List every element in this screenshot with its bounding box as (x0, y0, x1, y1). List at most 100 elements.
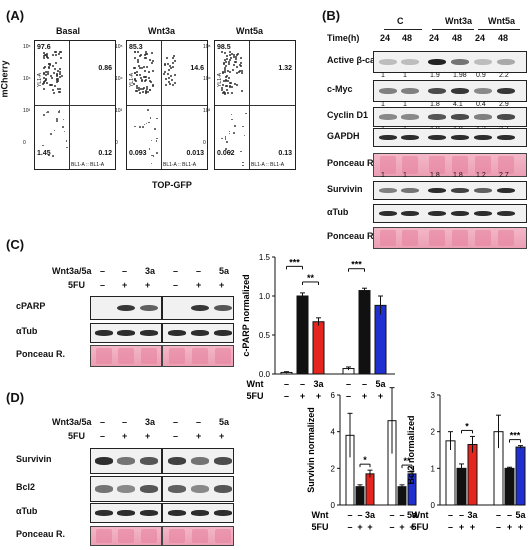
flow-event (51, 89, 54, 92)
blot-band (140, 457, 158, 465)
condition-label-5fu: 5FU (411, 522, 428, 532)
flow-event (170, 66, 173, 69)
flow-event (230, 56, 233, 59)
flow-event (58, 73, 61, 76)
ponceau-lane (118, 529, 134, 543)
flow-event (54, 51, 57, 54)
blot-band (474, 210, 492, 217)
flow-plot: 85.3 14.6 0.093 0.013 BL1-A :: BL1-A YL1-A (126, 40, 208, 170)
flow-event (141, 79, 144, 82)
treatment-value: 3a (145, 417, 156, 427)
ponceau-stain (90, 526, 162, 546)
flow-axis-x-caption: BL1-A :: BL1-A (71, 162, 105, 168)
flow-event (140, 54, 143, 57)
flow-event (140, 66, 143, 69)
condition-value: – (300, 379, 305, 389)
band-quantification: 0.9 (476, 72, 486, 79)
flow-event (235, 66, 238, 69)
blot-band (428, 114, 446, 120)
flow-event (240, 56, 243, 59)
flow-event (55, 79, 58, 82)
blot-band (451, 114, 469, 120)
treatment-value: 3a (145, 266, 156, 276)
flow-event (229, 51, 232, 54)
flow-event (165, 84, 168, 87)
flow-event (240, 71, 243, 74)
flow-axis-x-caption: BL1-A :: BL1-A (251, 162, 285, 168)
condition-value: 5a (515, 510, 526, 520)
flow-event (133, 71, 136, 74)
ponceau-lane (215, 529, 231, 543)
flow-event (163, 73, 166, 76)
flow-event (56, 118, 58, 120)
flow-plot-title: Wnt5a (236, 26, 263, 36)
blot-strip (373, 204, 527, 223)
blot-strip (373, 128, 527, 147)
flow-event (44, 74, 47, 77)
flow-event (225, 78, 228, 81)
flow-event (58, 52, 61, 55)
flow-event (143, 57, 146, 60)
treatment-value: + (145, 431, 151, 441)
flow-event (229, 151, 232, 153)
blot-band (474, 88, 492, 94)
flow-event (46, 53, 49, 56)
flow-event (142, 66, 145, 69)
flow-event (57, 79, 60, 82)
flow-event (144, 79, 147, 82)
flow-event (224, 59, 227, 62)
flow-event (55, 75, 58, 78)
bar (358, 290, 371, 375)
flow-event (48, 154, 50, 157)
blot-band (401, 59, 419, 65)
flow-event (150, 80, 153, 83)
condition-value: – (284, 379, 289, 389)
flow-axis-y-caption: YL1-A (128, 72, 135, 87)
blot-band (168, 485, 186, 493)
blot-strip (90, 503, 162, 523)
ponceau-lane (452, 156, 468, 174)
bar (456, 467, 467, 506)
blot-band (117, 330, 135, 336)
ponceau-lane (498, 156, 514, 174)
flow-event (238, 70, 241, 73)
blot-band (117, 485, 135, 493)
flow-event (150, 162, 153, 165)
blot-band (117, 304, 135, 312)
condition-label-wnt: Wnt (247, 379, 264, 389)
flow-event (47, 72, 50, 75)
flow-event (60, 51, 63, 54)
blot-row-label: αTub (327, 206, 349, 217)
flow-event (145, 56, 148, 59)
flow-event (228, 85, 231, 88)
blot-band (140, 510, 158, 516)
flow-y-tick: 0 (23, 140, 26, 146)
flow-event (236, 83, 239, 86)
blot-strip (90, 476, 162, 502)
blot-band (214, 304, 232, 312)
flow-event (43, 114, 45, 116)
flow-event (143, 123, 146, 126)
flow-event (43, 65, 46, 68)
flow-event (221, 84, 224, 87)
bar (355, 486, 365, 506)
treatment-value: – (100, 417, 106, 427)
ponceau-lane (380, 230, 396, 246)
flow-event (223, 52, 226, 55)
treatment-value: – (100, 431, 106, 441)
condition-value: + (518, 522, 523, 532)
ponceau-lane (141, 348, 157, 364)
y-tick-label: 1.0 (259, 292, 271, 301)
flow-event (233, 83, 236, 86)
bar (407, 473, 417, 506)
flow-event (172, 66, 175, 69)
flow-event (226, 141, 228, 143)
flow-event (156, 152, 158, 154)
flow-event (228, 82, 231, 85)
y-tick-label: 6 (331, 391, 336, 400)
ponceau-lane (402, 230, 418, 246)
significance-label: ** (307, 273, 315, 283)
flow-event (46, 71, 49, 74)
blot-band (168, 330, 186, 336)
condition-value: – (347, 522, 352, 532)
